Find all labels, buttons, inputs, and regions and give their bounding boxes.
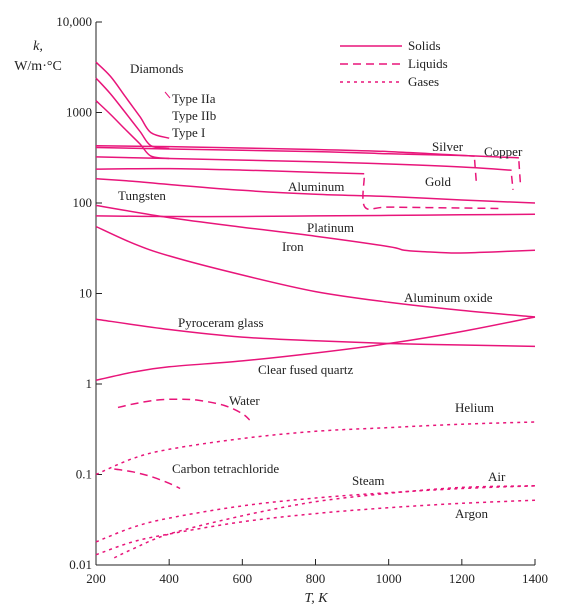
label-gold: Gold <box>425 174 452 189</box>
series-layer <box>95 61 536 559</box>
series-diamond-type-iib <box>95 77 170 150</box>
y-tick-label: 1 <box>86 376 93 391</box>
label-type-iib: Type IIb <box>172 108 216 123</box>
x-tick-label: 800 <box>306 571 326 586</box>
series-copper-liquid <box>518 161 522 184</box>
label-type-i: Type I <box>172 125 205 140</box>
y-axis-title-line2: W/m·°C <box>14 59 62 74</box>
series-aluminum-oxide <box>95 225 536 318</box>
series-iron <box>95 204 536 254</box>
x-tick-label: 1000 <box>376 571 402 586</box>
series-helium <box>95 421 536 476</box>
label-type-iia: Type IIa <box>172 91 216 106</box>
series-aluminum <box>95 167 365 175</box>
series-air <box>95 485 536 543</box>
series-aluminum-liquid <box>362 177 499 210</box>
series-water <box>117 398 251 421</box>
x-tick-label: 200 <box>86 571 106 586</box>
label-aluminum: Aluminum <box>288 179 344 194</box>
legend: Solids Liquids Gases <box>340 38 448 89</box>
series-tungsten <box>95 178 536 204</box>
series-gold <box>95 156 512 172</box>
label-diamonds: Diamonds <box>130 61 183 76</box>
series-carbon-tetrachloride <box>114 468 181 490</box>
x-tick-label: 1400 <box>522 571 548 586</box>
series-silver <box>95 144 475 157</box>
series-diamond-type-i <box>95 100 170 160</box>
label-steam: Steam <box>352 473 385 488</box>
y-tick-label: 0.01 <box>69 557 92 572</box>
series-platinum <box>95 213 536 218</box>
label-helium: Helium <box>455 400 494 415</box>
axis-tick-labels: 200 400 600 800 1000 1200 1400 0.01 0.1 1 10 100 100… <box>56 14 548 586</box>
label-water: Water <box>229 393 260 408</box>
series-silver-liquid <box>473 159 478 185</box>
y-tick-label: 10 <box>79 286 92 301</box>
label-copper: Copper <box>484 144 523 159</box>
legend-label-solids: Solids <box>408 38 441 53</box>
diamond-leaders <box>164 91 171 99</box>
x-axis-title: T, K <box>304 591 328 606</box>
y-tick-label: 100 <box>73 195 93 210</box>
legend-label-gases: Gases <box>408 74 439 89</box>
label-aluminum-oxide: Aluminum oxide <box>404 290 493 305</box>
series-diamond-type-iia <box>95 61 170 139</box>
label-platinum: Platinum <box>307 220 354 235</box>
series-gold-liquid <box>510 175 514 190</box>
label-carbon-tetrachloride: Carbon tetrachloride <box>172 461 279 476</box>
leader-type-iia <box>164 91 171 99</box>
x-tick-label: 400 <box>159 571 179 586</box>
label-silver: Silver <box>432 139 464 154</box>
label-argon: Argon <box>455 506 488 521</box>
y-axis-title-line1: k, <box>33 39 43 54</box>
label-clear-fused-quartz: Clear fused quartz <box>258 362 354 377</box>
label-tungsten: Tungsten <box>118 188 166 203</box>
series-steam <box>113 485 536 559</box>
series-pyroceram-glass <box>95 318 536 348</box>
series-argon <box>95 499 536 556</box>
series-clear-fused-quartz <box>95 316 536 382</box>
label-pyroceram-glass: Pyroceram glass <box>178 315 264 330</box>
y-tick-label: 0.1 <box>76 467 92 482</box>
curve-labels: Diamonds Type IIa Type IIb Type I Silver… <box>118 61 523 521</box>
series-copper <box>95 146 519 159</box>
legend-label-liquids: Liquids <box>408 56 448 71</box>
label-air: Air <box>488 469 506 484</box>
y-tick-label: 1000 <box>66 105 92 120</box>
x-tick-label: 600 <box>233 571 253 586</box>
y-tick-label: 10,000 <box>56 14 92 29</box>
label-iron: Iron <box>282 239 304 254</box>
x-tick-label: 1200 <box>449 571 475 586</box>
